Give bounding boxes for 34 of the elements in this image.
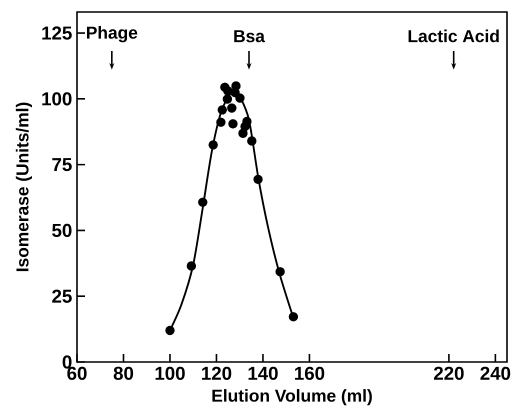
y-tick-label: 25: [52, 290, 72, 303]
point: [198, 198, 208, 207]
y-tick-label: 50: [52, 224, 72, 238]
x-tick-label: 60: [67, 366, 87, 380]
point: [235, 93, 245, 103]
annotation: Phage: [86, 26, 138, 42]
point: [218, 105, 227, 115]
x-axis-title: Elution Volume (ml): [212, 389, 372, 406]
point: [288, 312, 298, 322]
point: [238, 128, 248, 138]
point: [227, 103, 236, 113]
x-tick-label: 240: [480, 366, 510, 380]
x-tick-label: 120: [202, 366, 232, 380]
x-tick-label: 80: [114, 366, 134, 380]
x-tick-label: 160: [295, 366, 324, 380]
y-tick-label: 100: [42, 92, 72, 106]
point: [186, 261, 196, 271]
point: [208, 140, 218, 150]
point: [275, 267, 285, 276]
y-tick-label: 125: [42, 26, 72, 40]
point: [222, 94, 232, 104]
x-tick-label: 140: [248, 366, 278, 380]
annotation: Lactic Acid: [408, 30, 499, 42]
annotation: Bsa: [234, 30, 265, 42]
point: [216, 118, 226, 127]
point: [247, 136, 256, 146]
point: [228, 119, 238, 129]
x-tick-label: 100: [156, 366, 185, 380]
point: [253, 174, 263, 184]
x-tick-label: 220: [434, 366, 464, 380]
y-axis-title: Isomerase (Units/ml): [16, 102, 32, 272]
y-tick-label: 0: [62, 355, 72, 369]
point: [165, 326, 175, 336]
y-tick-label: 75: [52, 158, 72, 172]
